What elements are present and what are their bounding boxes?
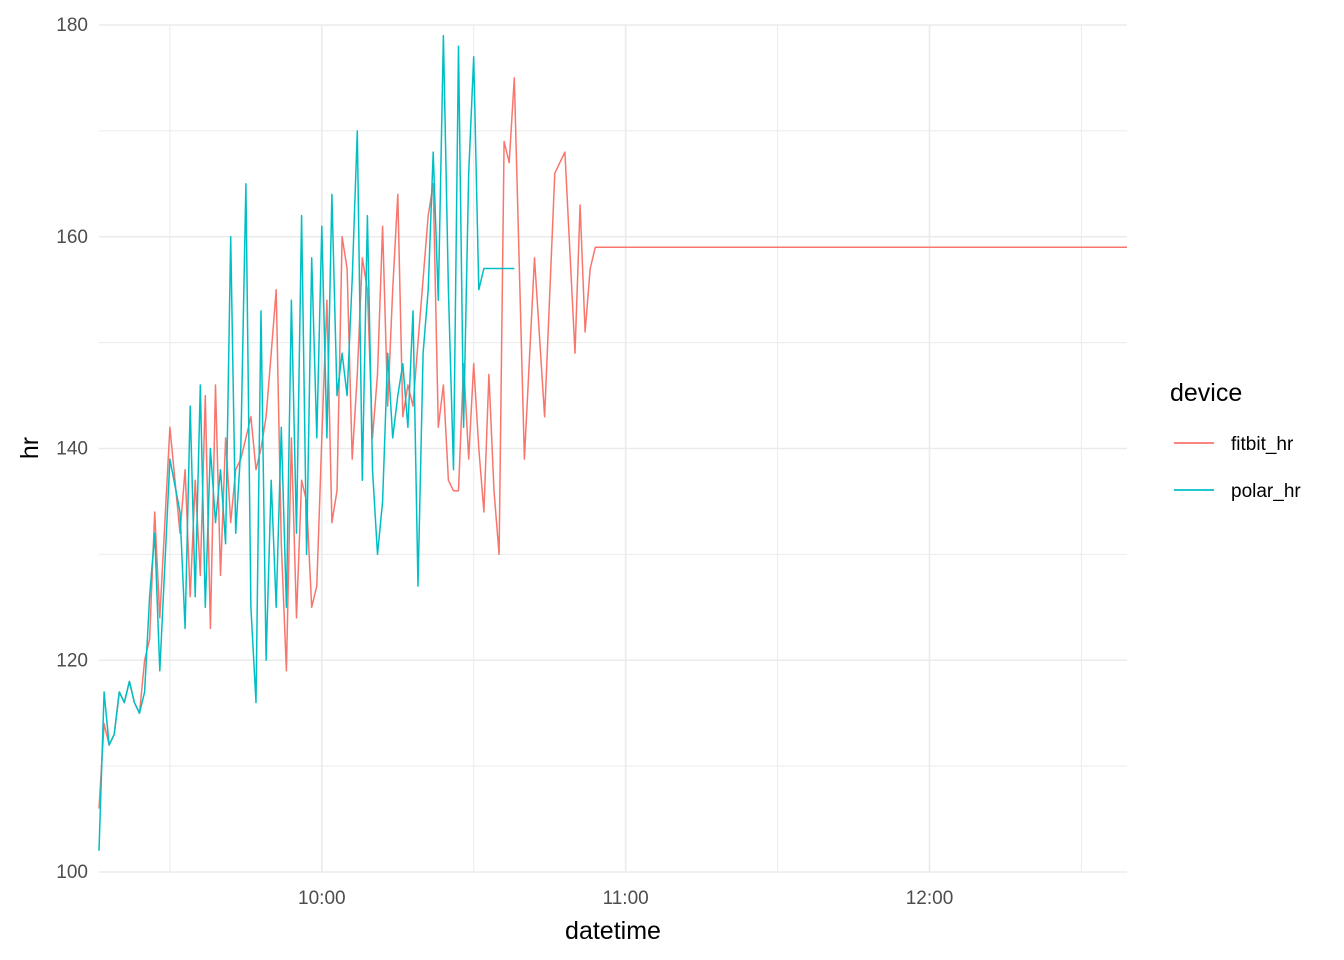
y-tick-label: 160	[56, 227, 88, 248]
legend: device fitbit_hr polar_hr	[1170, 379, 1301, 502]
y-tick-label: 100	[56, 862, 88, 883]
y-tick-label: 180	[56, 15, 88, 36]
x-tick-label: 11:00	[603, 888, 649, 909]
x-axis-ticks: 10:00 11:00 12:00	[298, 888, 953, 909]
x-axis-title: datetime	[565, 917, 661, 945]
x-tick-label: 12:00	[906, 888, 954, 909]
y-axis-ticks: 100 120 140 160 180	[56, 15, 88, 883]
series-layer	[98, 34, 1127, 851]
legend-label: fitbit_hr	[1231, 434, 1294, 455]
major-gridlines	[99, 24, 1127, 873]
legend-label: polar_hr	[1231, 481, 1301, 502]
y-axis-title: hr	[16, 437, 44, 459]
legend-title: device	[1170, 379, 1242, 407]
series-line-fitbit-hr	[98, 77, 1127, 809]
y-tick-label: 140	[56, 439, 88, 460]
y-tick-label: 120	[56, 650, 88, 671]
legend-items: fitbit_hr polar_hr	[1174, 434, 1301, 502]
series-line-polar-hr	[98, 34, 515, 851]
x-tick-label: 10:00	[298, 888, 346, 909]
